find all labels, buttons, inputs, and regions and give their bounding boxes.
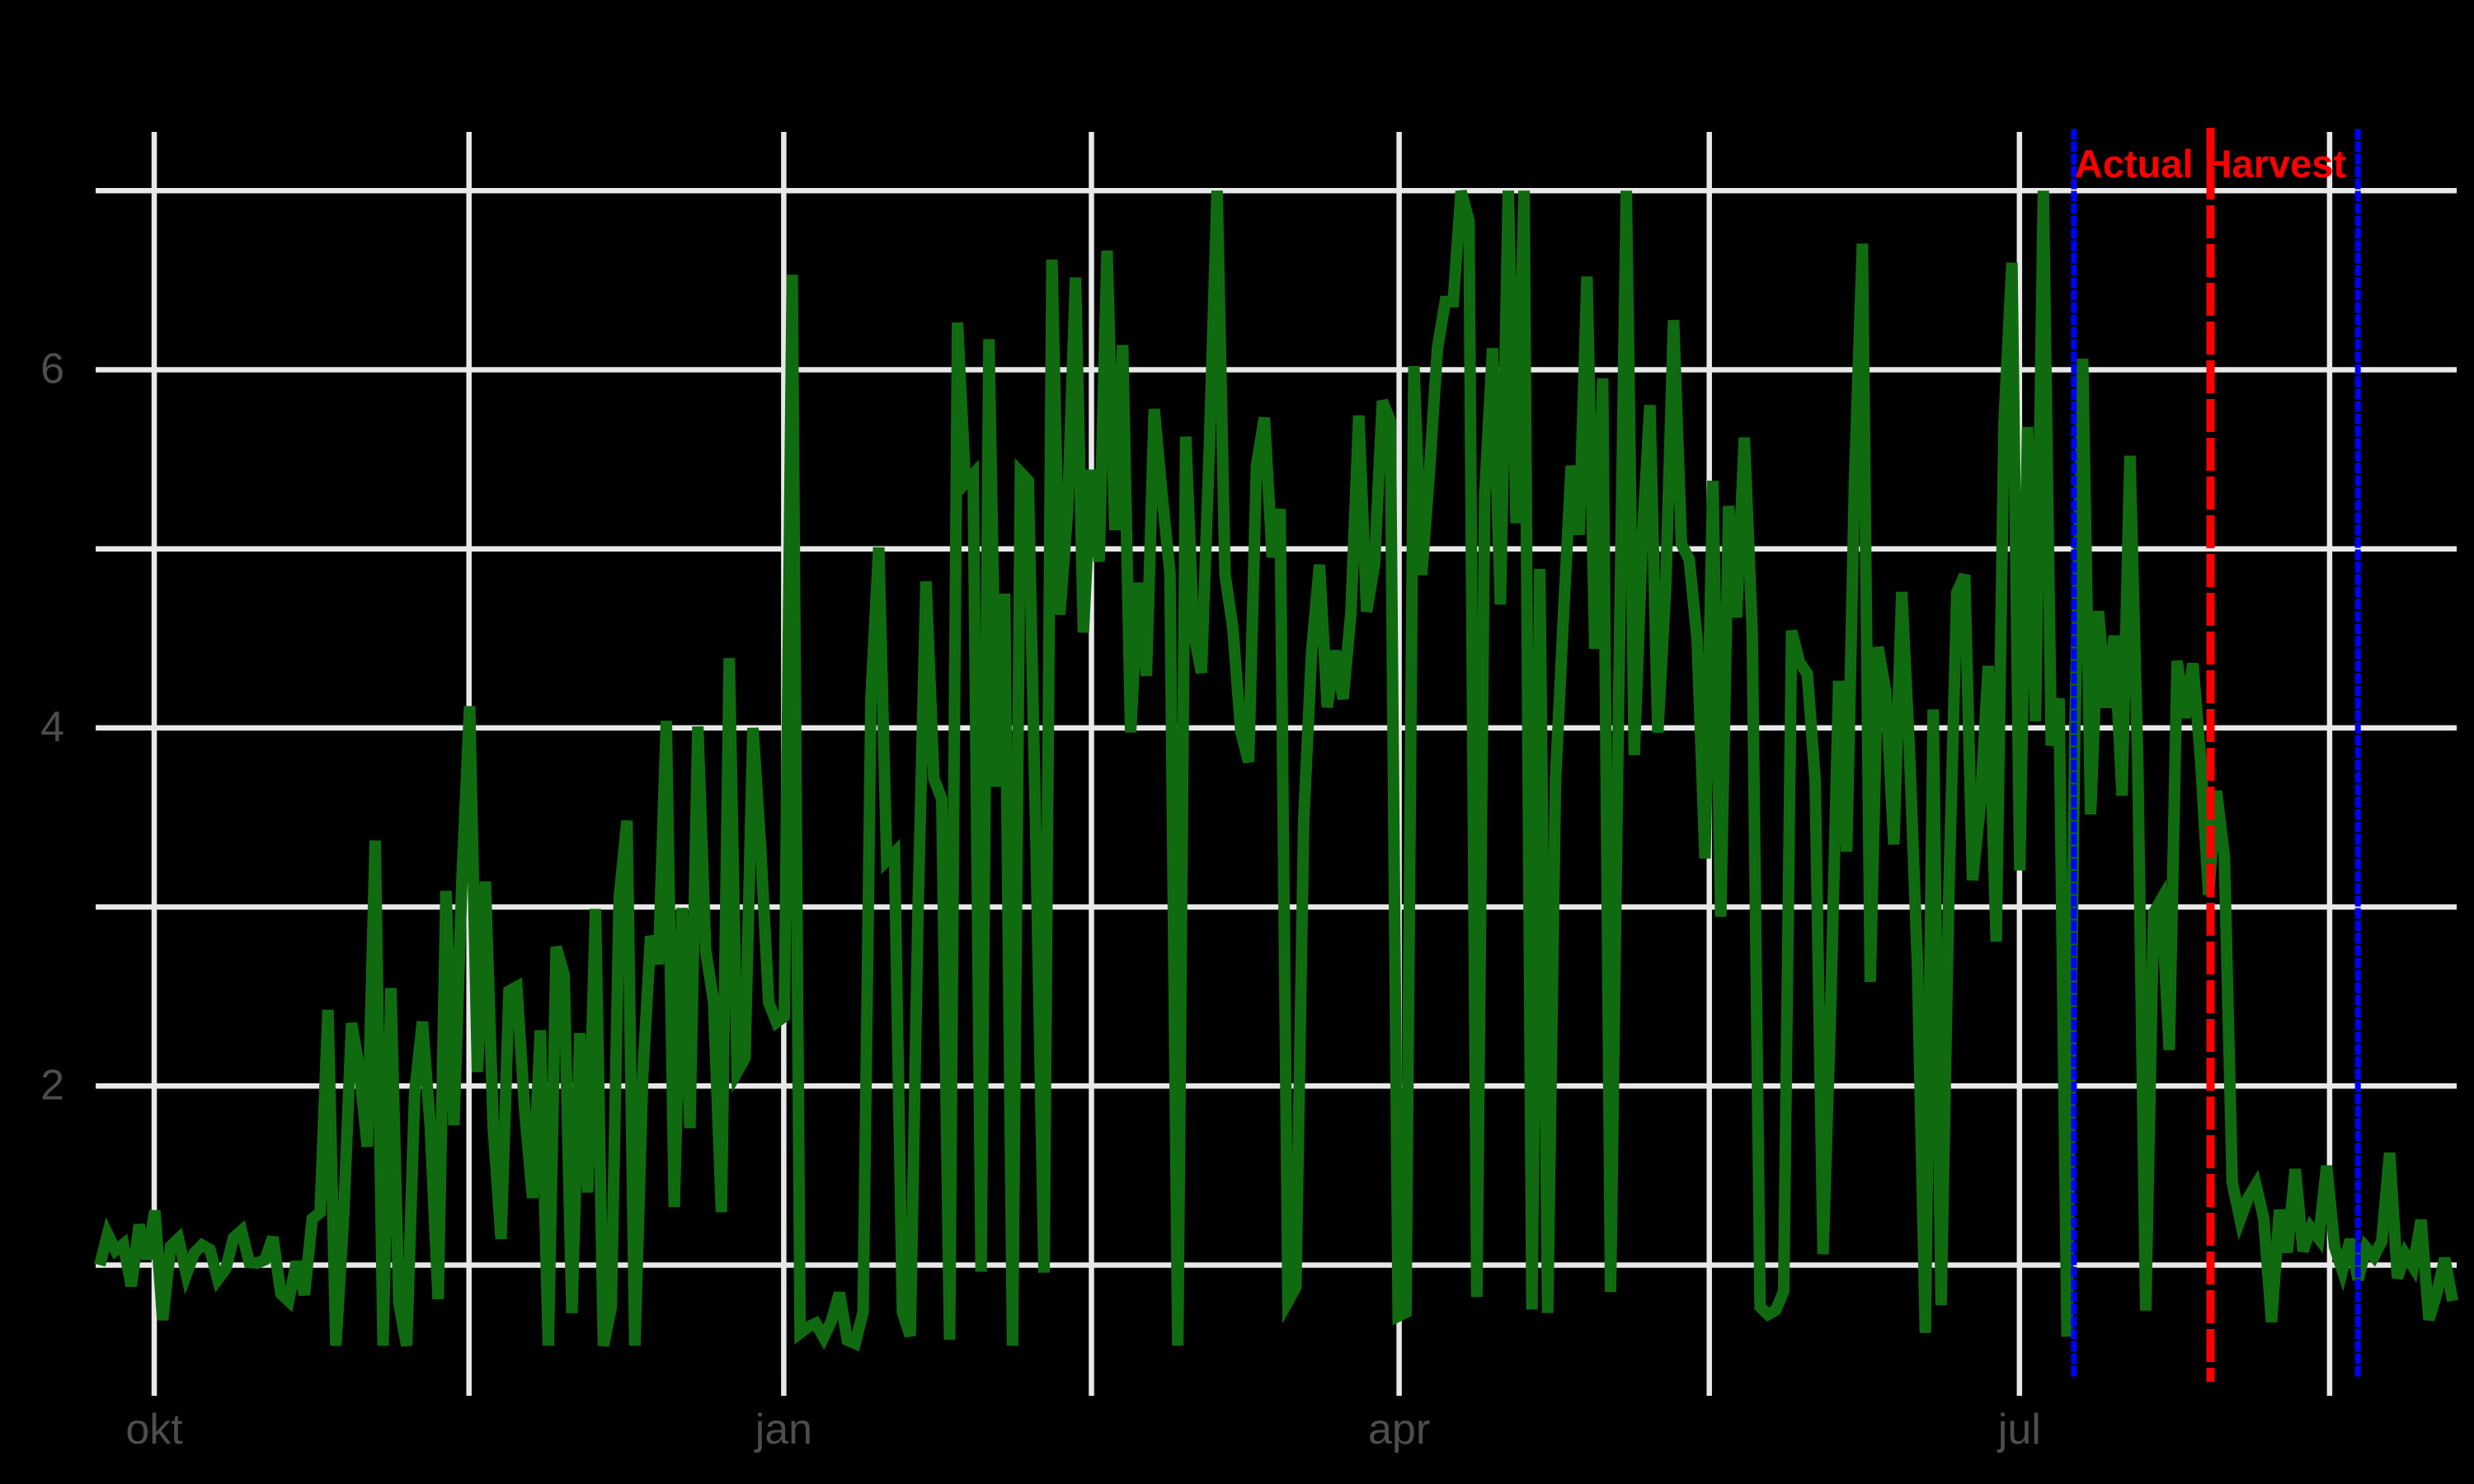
- svg-text:6: 6: [40, 345, 64, 393]
- svg-text:Actual Harvest: Actual Harvest: [2075, 142, 2346, 186]
- svg-text:okt: okt: [125, 1406, 183, 1453]
- svg-text:2: 2: [40, 1061, 64, 1109]
- svg-text:jul: jul: [1997, 1406, 2041, 1453]
- svg-text:jan: jan: [754, 1406, 812, 1453]
- svg-text:4: 4: [40, 703, 64, 751]
- svg-text:apr: apr: [1368, 1406, 1430, 1453]
